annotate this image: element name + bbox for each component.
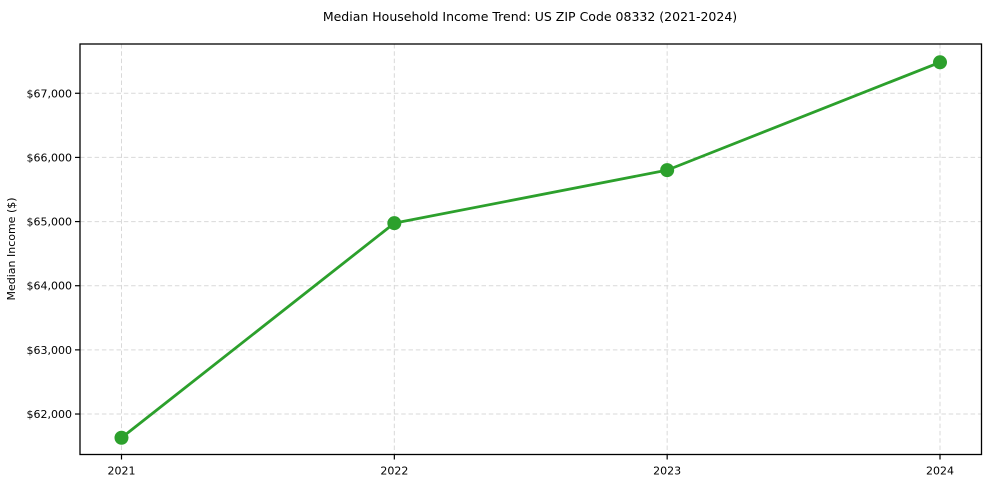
x-tick-label: 2023 [653,465,681,478]
grid [80,44,982,455]
axis-ticks: $62,000 $63,000 $64,000 $65,000 $66,000 $67,0… [27,87,955,477]
plot-area-border [79,43,983,456]
x-tick-label: 2022 [380,465,408,478]
y-tick-label: $65,000 [27,216,73,229]
y-tick-label: $63,000 [27,344,73,357]
x-tick-label: 2024 [926,465,954,478]
data-point [114,430,129,445]
y-tick-label: $66,000 [27,151,73,164]
y-tick-label: $64,000 [27,280,73,293]
data-series [114,55,947,445]
data-point [933,55,947,70]
x-tick-label: 2021 [108,465,136,478]
data-point [660,163,675,178]
y-axis-label: Median Income ($) [5,197,18,300]
data-point [387,216,402,231]
income-trend-line [120,60,942,440]
y-tick-label: $67,000 [27,87,73,100]
y-tick-label: $62,000 [27,408,73,421]
chart-title: Median Household Income Trend: US ZIP Co… [323,9,737,24]
